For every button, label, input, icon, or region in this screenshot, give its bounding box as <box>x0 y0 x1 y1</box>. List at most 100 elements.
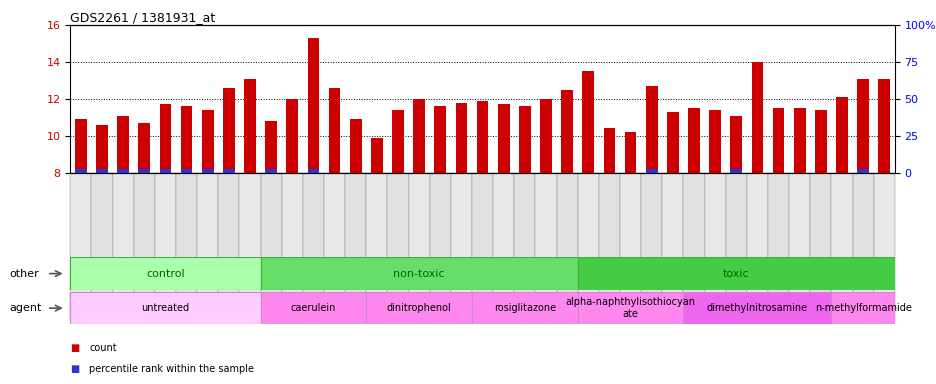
Text: control: control <box>146 268 184 279</box>
Bar <box>578 173 598 321</box>
Bar <box>514 173 534 321</box>
Bar <box>413 99 425 173</box>
Bar <box>181 169 192 173</box>
Text: other: other <box>9 268 39 279</box>
Bar <box>852 173 872 321</box>
Bar <box>724 173 746 321</box>
Bar <box>223 169 234 173</box>
Bar <box>302 173 324 321</box>
Bar <box>282 173 302 321</box>
Bar <box>75 169 86 173</box>
Bar <box>645 169 657 173</box>
Bar <box>349 119 361 173</box>
Bar <box>788 173 810 321</box>
Bar <box>476 101 488 173</box>
Text: ■: ■ <box>70 343 80 353</box>
Bar <box>814 110 826 173</box>
Bar <box>112 173 134 321</box>
Bar <box>561 89 572 173</box>
Bar <box>70 173 92 321</box>
Bar <box>687 108 699 173</box>
Bar <box>539 99 551 173</box>
Bar <box>408 173 430 321</box>
Bar <box>872 173 894 321</box>
Bar <box>751 62 763 173</box>
Bar <box>96 125 108 173</box>
Bar <box>534 173 556 321</box>
Bar <box>492 173 514 321</box>
Bar <box>856 169 868 173</box>
Text: percentile rank within the sample: percentile rank within the sample <box>89 364 254 374</box>
Bar <box>387 173 408 321</box>
Text: dinitrophenol: dinitrophenol <box>387 303 451 313</box>
Bar <box>265 121 277 173</box>
Bar <box>730 116 741 173</box>
Text: caerulein: caerulein <box>290 303 336 313</box>
Bar <box>772 108 783 173</box>
Text: non-toxic: non-toxic <box>393 268 445 279</box>
Bar <box>455 103 467 173</box>
Bar <box>704 173 724 321</box>
Bar <box>709 110 720 173</box>
Bar <box>329 88 340 173</box>
Bar <box>286 99 298 173</box>
Bar <box>810 173 830 321</box>
Bar <box>578 257 894 290</box>
Bar <box>450 173 472 321</box>
Bar <box>640 173 662 321</box>
Text: ■: ■ <box>70 364 80 374</box>
Text: n-methylformamide: n-methylformamide <box>813 303 911 313</box>
Bar <box>134 173 154 321</box>
Bar <box>159 104 171 173</box>
Text: untreated: untreated <box>141 303 189 313</box>
Bar <box>139 123 150 173</box>
Bar <box>835 97 847 173</box>
Bar <box>92 173 112 321</box>
Bar <box>260 173 282 321</box>
Bar <box>793 108 805 173</box>
Bar <box>223 88 234 173</box>
Bar <box>75 119 86 173</box>
Bar <box>556 173 578 321</box>
Bar <box>244 79 256 173</box>
Bar <box>218 173 240 321</box>
Bar <box>366 173 387 321</box>
Text: count: count <box>89 343 116 353</box>
Bar <box>434 106 446 173</box>
Bar <box>578 292 682 324</box>
Bar <box>344 173 366 321</box>
Bar <box>371 138 382 173</box>
Bar <box>830 292 894 324</box>
Bar <box>624 132 636 173</box>
Bar <box>746 173 768 321</box>
Text: rosiglitazone: rosiglitazone <box>493 303 555 313</box>
Bar <box>392 110 403 173</box>
Bar <box>662 173 682 321</box>
Text: toxic: toxic <box>723 268 749 279</box>
Bar <box>645 86 657 173</box>
Bar <box>181 106 192 173</box>
Bar <box>472 173 492 321</box>
Bar <box>117 169 129 173</box>
Bar <box>830 173 852 321</box>
Bar <box>240 173 260 321</box>
Bar <box>666 112 678 173</box>
Bar <box>497 104 509 173</box>
Bar <box>159 169 171 173</box>
Bar <box>620 173 640 321</box>
Bar <box>307 38 319 173</box>
Bar <box>201 169 213 173</box>
Bar <box>70 257 260 290</box>
Bar <box>682 292 830 324</box>
Text: dimethylnitrosamine: dimethylnitrosamine <box>706 303 807 313</box>
Bar <box>265 169 277 173</box>
Bar <box>201 110 213 173</box>
Bar <box>324 173 344 321</box>
Bar <box>96 169 108 173</box>
Bar <box>582 71 593 173</box>
Bar <box>519 106 530 173</box>
Bar <box>197 173 218 321</box>
Bar <box>856 79 868 173</box>
Text: GDS2261 / 1381931_at: GDS2261 / 1381931_at <box>70 12 215 25</box>
Bar <box>768 173 788 321</box>
